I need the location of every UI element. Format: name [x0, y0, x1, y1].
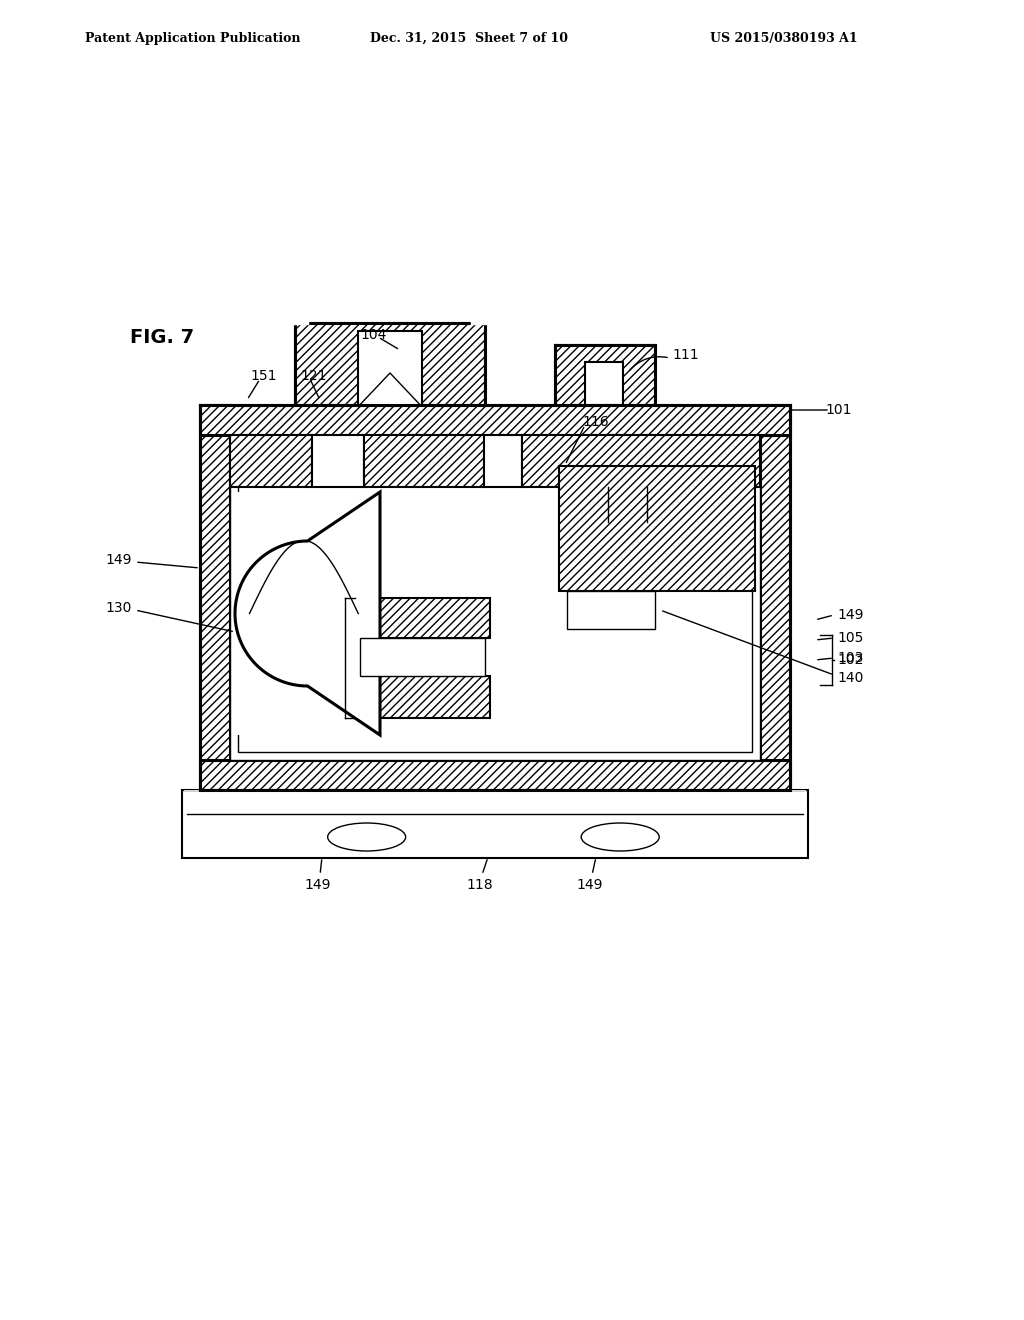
Bar [355, 598, 490, 638]
Text: FIG. 7: FIG. 7 [130, 327, 195, 347]
Text: 103: 103 [837, 651, 863, 665]
Bar [585, 362, 623, 405]
Bar [184, 789, 806, 792]
Bar [555, 345, 655, 405]
Text: 149: 149 [837, 609, 863, 622]
Bar [566, 591, 655, 630]
Text: 151: 151 [250, 370, 276, 383]
Bar [230, 436, 760, 760]
Text: 104: 104 [360, 327, 386, 342]
Text: 130: 130 [105, 601, 132, 615]
Text: 140: 140 [837, 671, 863, 685]
Text: 105: 105 [837, 631, 863, 645]
Bar [230, 436, 312, 487]
Text: 149: 149 [105, 553, 132, 568]
Text: 118: 118 [467, 878, 494, 892]
Ellipse shape [582, 822, 659, 851]
Text: Patent Application Publication: Patent Application Publication [85, 32, 300, 45]
Bar [357, 331, 422, 405]
Bar [760, 405, 790, 789]
Bar [559, 466, 755, 591]
Bar [238, 444, 752, 752]
Bar [230, 436, 760, 760]
Bar [182, 789, 808, 858]
Text: 149: 149 [577, 878, 603, 892]
Text: 121: 121 [300, 370, 327, 383]
PathPatch shape [236, 492, 380, 735]
Bar [295, 323, 485, 405]
Bar [522, 436, 760, 487]
Text: 111: 111 [672, 348, 698, 362]
Bar [355, 676, 490, 718]
Polygon shape [359, 374, 420, 405]
Bar [360, 638, 485, 676]
Text: Dec. 31, 2015  Sheet 7 of 10: Dec. 31, 2015 Sheet 7 of 10 [370, 32, 568, 45]
Text: 116: 116 [582, 414, 608, 429]
Text: 149: 149 [305, 878, 331, 892]
Bar [484, 436, 522, 487]
Bar [200, 760, 790, 789]
Text: 102: 102 [837, 653, 863, 667]
Ellipse shape [328, 822, 406, 851]
Bar [312, 436, 364, 487]
Bar [234, 492, 380, 735]
Bar [364, 436, 484, 487]
Text: 101: 101 [825, 403, 852, 417]
Bar [200, 405, 790, 436]
Text: US 2015/0380193 A1: US 2015/0380193 A1 [710, 32, 858, 45]
Bar [200, 405, 230, 789]
